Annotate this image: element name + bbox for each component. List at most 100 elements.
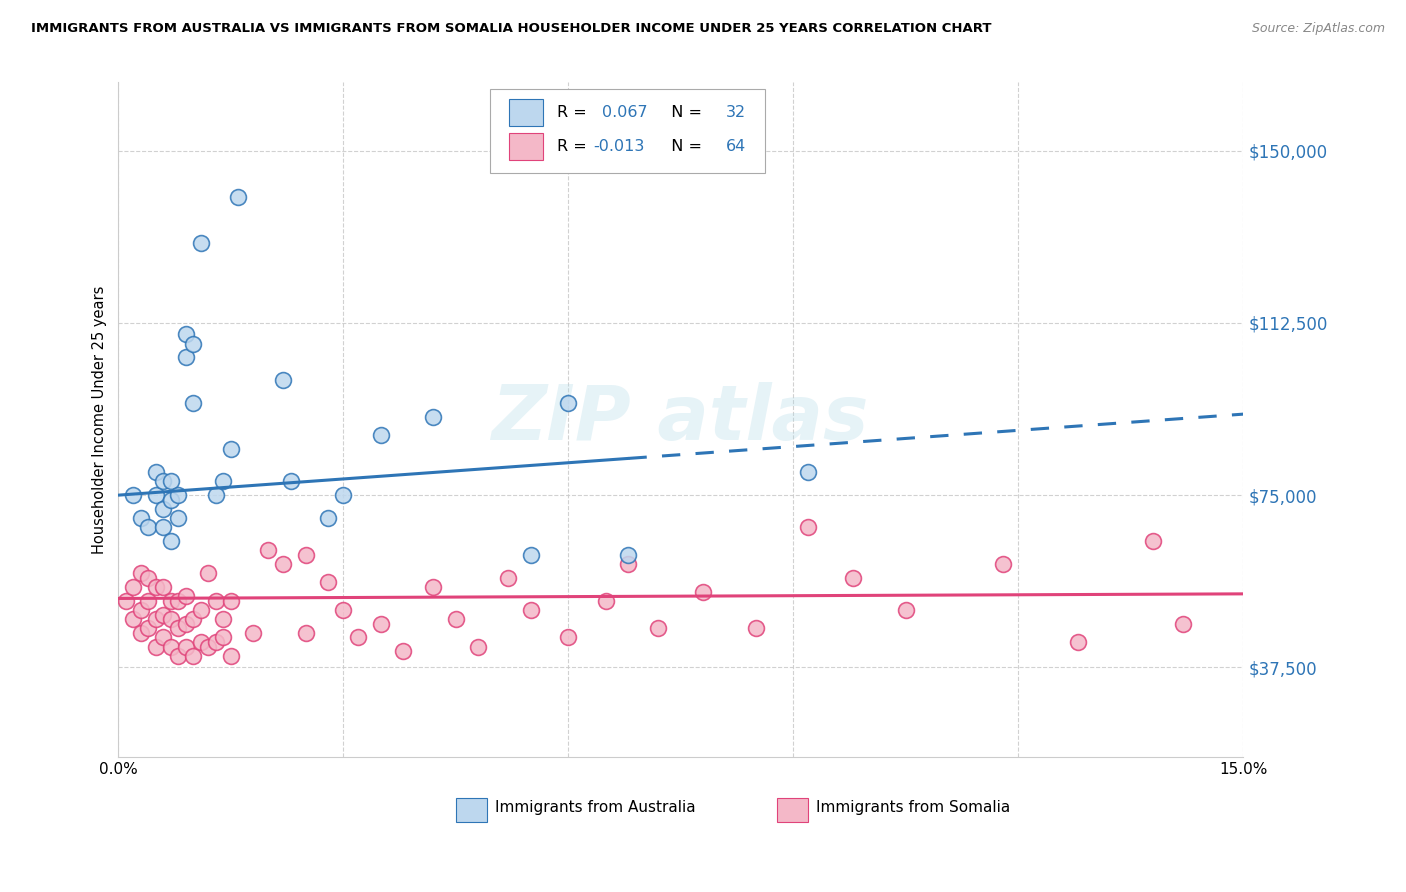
Point	[167, 593, 190, 607]
Point	[280, 475, 302, 489]
Text: N =: N =	[661, 104, 707, 120]
Point	[152, 520, 174, 534]
Point	[205, 635, 228, 649]
Point	[160, 612, 183, 626]
Point	[138, 571, 160, 585]
Point	[190, 635, 212, 649]
Text: IMMIGRANTS FROM AUSTRALIA VS IMMIGRANTS FROM SOMALIA HOUSEHOLDER INCOME UNDER 25: IMMIGRANTS FROM AUSTRALIA VS IMMIGRANTS …	[31, 22, 991, 36]
Text: 0.067: 0.067	[602, 104, 648, 120]
Point	[129, 511, 152, 525]
Point	[993, 557, 1015, 571]
Point	[617, 557, 640, 571]
Point	[160, 492, 183, 507]
Point	[595, 593, 617, 607]
Point	[152, 631, 174, 645]
Point	[647, 621, 669, 635]
Point	[520, 548, 543, 562]
Point	[257, 543, 280, 558]
Point	[145, 612, 167, 626]
Point	[295, 626, 318, 640]
FancyBboxPatch shape	[776, 798, 808, 822]
Point	[295, 548, 318, 562]
Point	[138, 520, 160, 534]
Point	[212, 612, 235, 626]
Point	[498, 571, 520, 585]
Point	[318, 575, 340, 590]
FancyBboxPatch shape	[489, 88, 765, 173]
Point	[228, 190, 250, 204]
Text: R =: R =	[557, 138, 592, 153]
Point	[273, 373, 295, 387]
Point	[160, 475, 183, 489]
Point	[122, 612, 145, 626]
Point	[145, 488, 167, 502]
Point	[842, 571, 865, 585]
Point	[152, 607, 174, 622]
Point	[520, 603, 543, 617]
Point	[115, 593, 138, 607]
Point	[422, 580, 444, 594]
Point	[160, 640, 183, 654]
Point	[370, 616, 392, 631]
Point	[444, 612, 467, 626]
Point	[145, 640, 167, 654]
Point	[332, 603, 354, 617]
Point	[332, 488, 354, 502]
Point	[129, 566, 152, 581]
Text: 64: 64	[725, 138, 747, 153]
Point	[174, 640, 197, 654]
Point	[122, 580, 145, 594]
Point	[219, 593, 242, 607]
Point	[152, 580, 174, 594]
Text: 32: 32	[725, 104, 747, 120]
Point	[205, 488, 228, 502]
Point	[370, 428, 392, 442]
Point	[1067, 635, 1090, 649]
FancyBboxPatch shape	[456, 798, 488, 822]
Text: Immigrants from Australia: Immigrants from Australia	[495, 800, 696, 815]
Point	[160, 593, 183, 607]
Point	[138, 593, 160, 607]
Point	[174, 589, 197, 603]
Text: R =: R =	[557, 104, 592, 120]
Point	[129, 626, 152, 640]
Point	[617, 548, 640, 562]
Point	[467, 640, 489, 654]
Point	[174, 327, 197, 342]
Point	[190, 235, 212, 250]
Point	[197, 566, 219, 581]
Point	[557, 396, 579, 410]
Point	[183, 396, 205, 410]
Point	[167, 648, 190, 663]
Text: Source: ZipAtlas.com: Source: ZipAtlas.com	[1251, 22, 1385, 36]
Point	[219, 648, 242, 663]
Point	[183, 336, 205, 351]
Y-axis label: Householder Income Under 25 years: Householder Income Under 25 years	[93, 285, 107, 554]
Text: ZIP atlas: ZIP atlas	[492, 383, 870, 457]
Text: Immigrants from Somalia: Immigrants from Somalia	[815, 800, 1011, 815]
Text: -0.013: -0.013	[593, 138, 644, 153]
Point	[557, 631, 579, 645]
Point	[145, 580, 167, 594]
Point	[692, 584, 714, 599]
Point	[797, 520, 820, 534]
FancyBboxPatch shape	[509, 133, 543, 160]
Point	[167, 511, 190, 525]
Point	[242, 626, 264, 640]
Point	[183, 612, 205, 626]
Text: N =: N =	[661, 138, 707, 153]
Point	[138, 621, 160, 635]
Point	[212, 631, 235, 645]
Point	[422, 410, 444, 425]
Point	[152, 475, 174, 489]
Point	[219, 442, 242, 457]
Point	[122, 488, 145, 502]
Point	[145, 465, 167, 479]
Point	[174, 351, 197, 365]
Point	[318, 511, 340, 525]
Point	[273, 557, 295, 571]
Point	[205, 593, 228, 607]
Point	[174, 616, 197, 631]
Point	[190, 603, 212, 617]
FancyBboxPatch shape	[509, 99, 543, 126]
